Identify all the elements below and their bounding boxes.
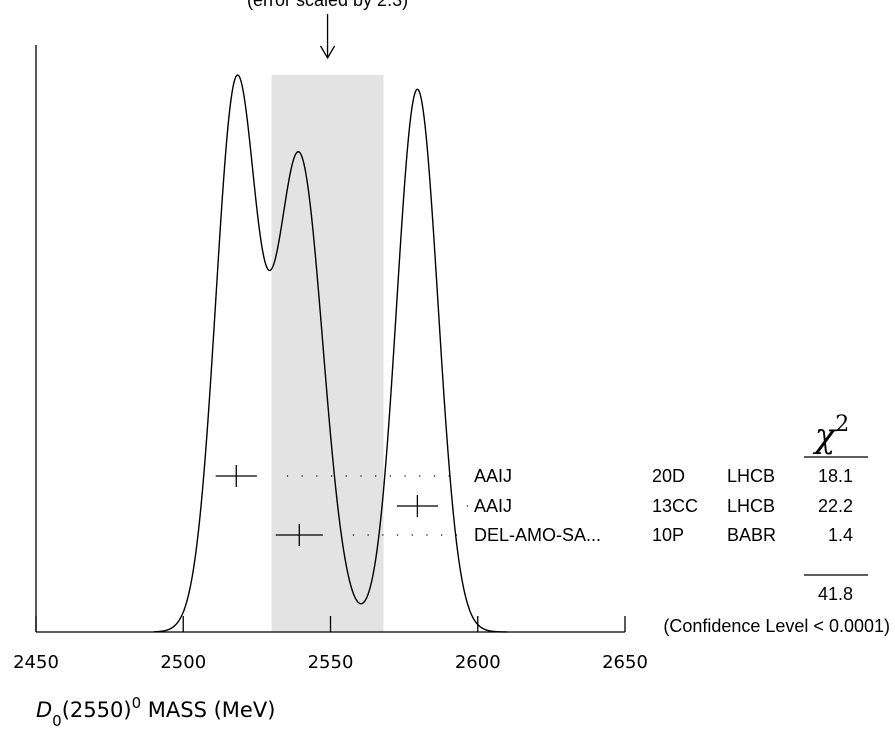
average-band <box>271 75 384 632</box>
measurement-chi2: 18.1 <box>818 466 853 486</box>
measurement-tecn: BABR <box>727 525 776 545</box>
measurement-row: AAIJ 13CC LHCB 22.2 <box>396 495 853 517</box>
measurement-row: AAIJ 20D LHCB 18.1 <box>215 465 853 487</box>
x-label-sup: 0 <box>132 694 142 712</box>
x-tick-label: 2450 <box>13 652 59 673</box>
chi2-header: χ2 <box>813 412 850 456</box>
x-label-mid: (2550) <box>62 698 132 722</box>
measurement-tecn: LHCB <box>727 466 775 486</box>
measurement-author: DEL-AMO-SA... <box>474 525 601 545</box>
measurement-chi2: 1.4 <box>828 525 853 545</box>
x-axis-label: D0(2550)0 MASS (MeV) <box>36 694 275 730</box>
x-ticks <box>35 616 626 632</box>
measurement-row: DEL-AMO-SA... 10P BABR 1.4 <box>275 524 853 546</box>
measurement-chi2: 22.2 <box>818 496 853 516</box>
x-label-suffix: MASS (MeV) <box>141 698 275 722</box>
measurement-author: AAIJ <box>474 496 512 516</box>
measurement-doc: 13CC <box>652 496 698 516</box>
x-tick-label: 2500 <box>160 652 206 673</box>
x-tick-label: 2650 <box>602 652 648 673</box>
chi2-symbol: χ <box>813 416 838 456</box>
measurement-doc: 10P <box>652 525 684 545</box>
x-tick-label: 2600 <box>455 652 501 673</box>
chi2-sup: 2 <box>835 412 849 437</box>
confidence-level: (Confidence Level < 0.0001) <box>663 616 890 636</box>
measurement-doc: 20D <box>652 466 685 486</box>
top-label: (error scaled by 2.3) <box>247 0 408 10</box>
measurement-tecn: LHCB <box>727 496 775 516</box>
measurement-author: AAIJ <box>474 466 512 486</box>
x-label-sub: 0 <box>52 712 62 730</box>
ideogram-curve <box>153 74 508 633</box>
measurements: AAIJ 20D LHCB 18.1 AAIJ 13CC LHCB 22.2 DEL-AMO-S… <box>215 465 853 546</box>
x-tick-labels: 2450 2500 2550 2600 2650 <box>13 652 648 673</box>
x-tick-label: 2550 <box>308 652 354 673</box>
chi2-total: 41.8 <box>818 584 853 604</box>
average-arrow-icon <box>319 14 336 60</box>
x-label-prefix: D <box>36 698 52 722</box>
